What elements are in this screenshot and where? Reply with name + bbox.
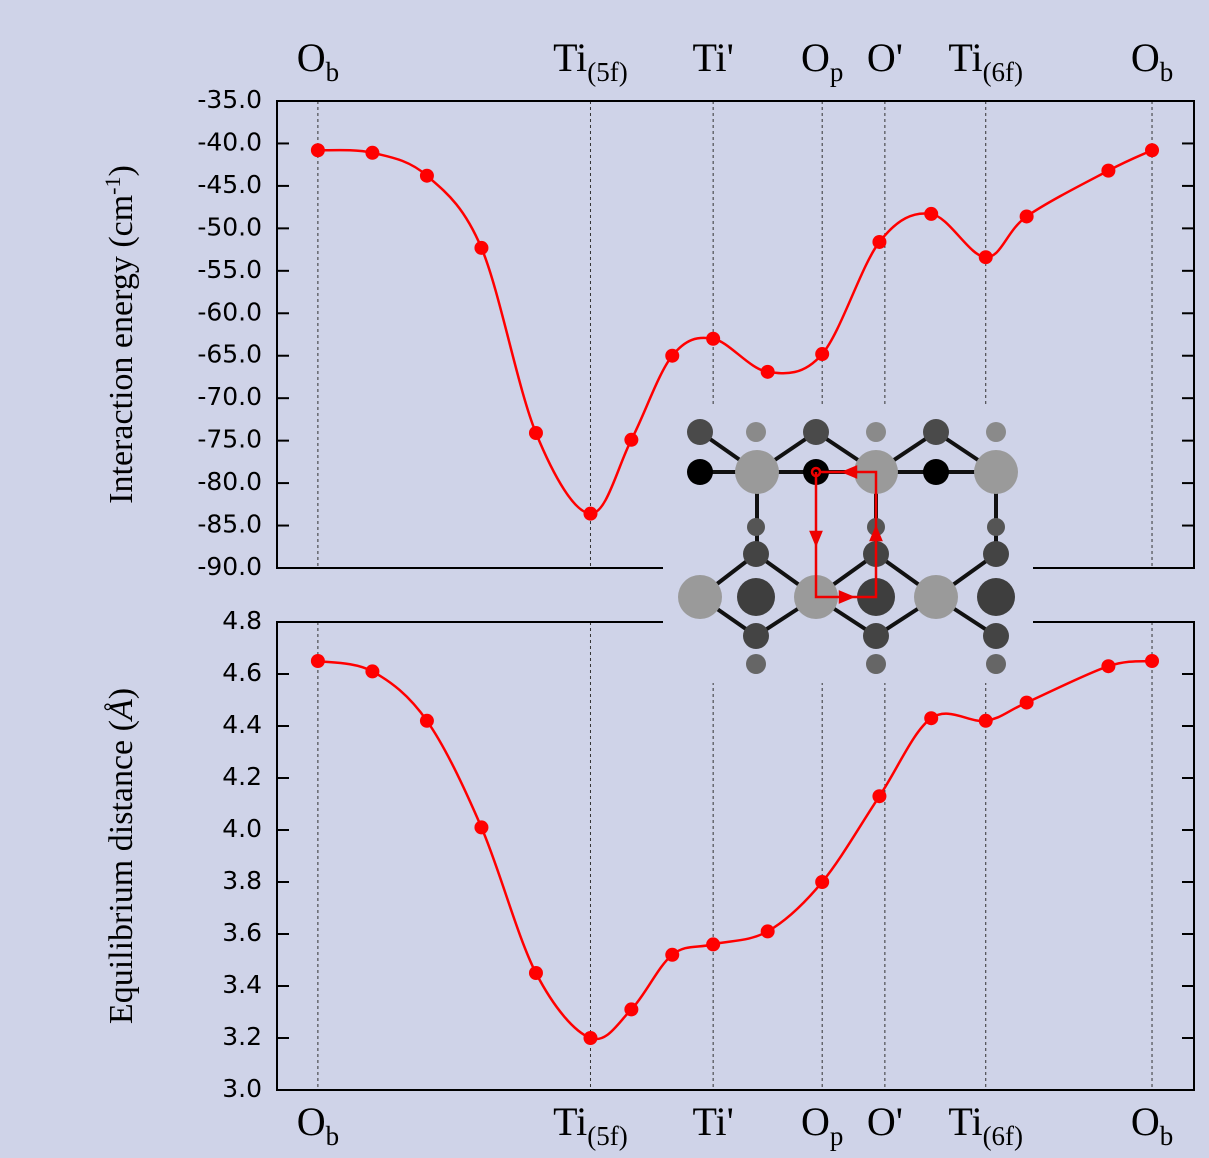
y-axis-label-close: ) <box>103 165 140 176</box>
data-point <box>761 365 775 379</box>
x-tick-label-sub: b <box>1160 57 1174 87</box>
x-tick-label-main: Ti' <box>692 35 733 80</box>
y-axis-label: Interaction energy (cm-1) <box>100 165 140 504</box>
y-tick-label: 4.6 <box>222 658 262 687</box>
x-tick-label: O' <box>867 1099 903 1144</box>
y-axis-label-close: ) <box>103 688 140 699</box>
x-tick-label-main: O <box>1131 35 1160 80</box>
data-point <box>1145 654 1159 668</box>
y-axis-label-text: Interaction energy (cm <box>103 195 140 504</box>
x-tick-label-main: O <box>1131 1099 1160 1144</box>
data-point <box>474 241 488 255</box>
data-point <box>420 714 434 728</box>
data-point <box>706 332 720 346</box>
x-tick-label-sub: b <box>1160 1121 1174 1151</box>
data-point <box>815 347 829 361</box>
x-tick-label-main: Ti <box>553 1099 587 1144</box>
data-point <box>665 349 679 363</box>
x-tick-label-sub: (6f) <box>983 1121 1023 1151</box>
y-tick-label: 3.6 <box>222 918 262 947</box>
chart: ObTi(5f)Ti'OpO'Ti(6f)Ob-35.0-40.0-45.0-5… <box>0 0 1209 1158</box>
data-point <box>583 1031 597 1045</box>
x-tick-label-main: O <box>801 1099 830 1144</box>
data-point <box>872 789 886 803</box>
y-tick-label: 3.0 <box>222 1074 262 1103</box>
y-tick-label: 3.8 <box>222 866 262 895</box>
y-tick-label: -40.0 <box>197 127 262 156</box>
data-point <box>1101 659 1115 673</box>
data-point <box>1101 164 1115 178</box>
data-point <box>529 966 543 980</box>
x-tick-label: O' <box>867 35 903 80</box>
data-point <box>365 664 379 678</box>
data-point <box>872 235 886 249</box>
data-point <box>706 937 720 951</box>
y-tick-label: -85.0 <box>197 510 262 539</box>
y-axis-label-text: Equilibrium distance ( <box>103 720 140 1024</box>
x-tick-label: Ti' <box>692 1099 733 1144</box>
y-tick-label: -60.0 <box>197 297 262 326</box>
data-point <box>624 1002 638 1016</box>
x-tick-label-main: Ti <box>948 1099 982 1144</box>
y-tick-label: -75.0 <box>197 425 262 454</box>
structure-inset <box>663 405 1033 683</box>
data-point <box>761 924 775 938</box>
data-point <box>815 875 829 889</box>
data-point <box>583 507 597 521</box>
y-tick-label: 3.4 <box>222 970 262 999</box>
x-tick-label-sub: p <box>830 57 844 87</box>
y-tick-label: -55.0 <box>197 255 262 284</box>
x-tick-label-sub: b <box>326 1121 340 1151</box>
data-point <box>1145 143 1159 157</box>
data-point <box>311 654 325 668</box>
x-tick-label-main: O <box>801 35 830 80</box>
data-point <box>924 207 938 221</box>
x-tick-label-sub: (5f) <box>587 1121 627 1151</box>
data-point <box>1020 696 1034 710</box>
y-axis-label-sup: -1 <box>100 176 125 194</box>
data-point <box>624 433 638 447</box>
y-axis-label-italic: Å <box>103 699 140 722</box>
data-point <box>365 146 379 160</box>
data-point <box>529 426 543 440</box>
y-tick-label: -45.0 <box>197 170 262 199</box>
x-tick-label-main: Ti <box>553 35 587 80</box>
x-tick-label: Ti' <box>692 35 733 80</box>
x-tick-label-sub: (6f) <box>983 57 1023 87</box>
data-point <box>979 714 993 728</box>
x-tick-label-sub: (5f) <box>587 57 627 87</box>
y-tick-label: 4.8 <box>222 606 262 635</box>
data-point <box>924 711 938 725</box>
x-tick-label-sub: p <box>830 1121 844 1151</box>
x-tick-label-main: Ti <box>948 35 982 80</box>
data-point <box>1020 209 1034 223</box>
y-tick-label: 3.2 <box>222 1022 262 1051</box>
y-tick-label: -50.0 <box>197 212 262 241</box>
x-tick-label-sub: b <box>326 57 340 87</box>
y-tick-label: 4.2 <box>222 762 262 791</box>
data-point <box>474 820 488 834</box>
x-tick-label-main: O <box>297 1099 326 1144</box>
y-tick-label: -90.0 <box>197 552 262 581</box>
y-tick-label: 4.0 <box>222 814 262 843</box>
y-tick-label: -70.0 <box>197 382 262 411</box>
y-tick-label: -35.0 <box>197 85 262 114</box>
data-point <box>979 250 993 264</box>
x-tick-label-main: Ti' <box>692 1099 733 1144</box>
data-point <box>311 143 325 157</box>
x-tick-label-main: O' <box>867 1099 903 1144</box>
y-tick-label: 4.4 <box>222 710 262 739</box>
y-axis-label: Equilibrium distance (Å) <box>103 688 140 1024</box>
x-tick-label-main: O <box>297 35 326 80</box>
y-tick-label: -80.0 <box>197 467 262 496</box>
data-point <box>420 169 434 183</box>
data-point <box>665 948 679 962</box>
x-tick-label-main: O' <box>867 35 903 80</box>
y-tick-label: -65.0 <box>197 340 262 369</box>
